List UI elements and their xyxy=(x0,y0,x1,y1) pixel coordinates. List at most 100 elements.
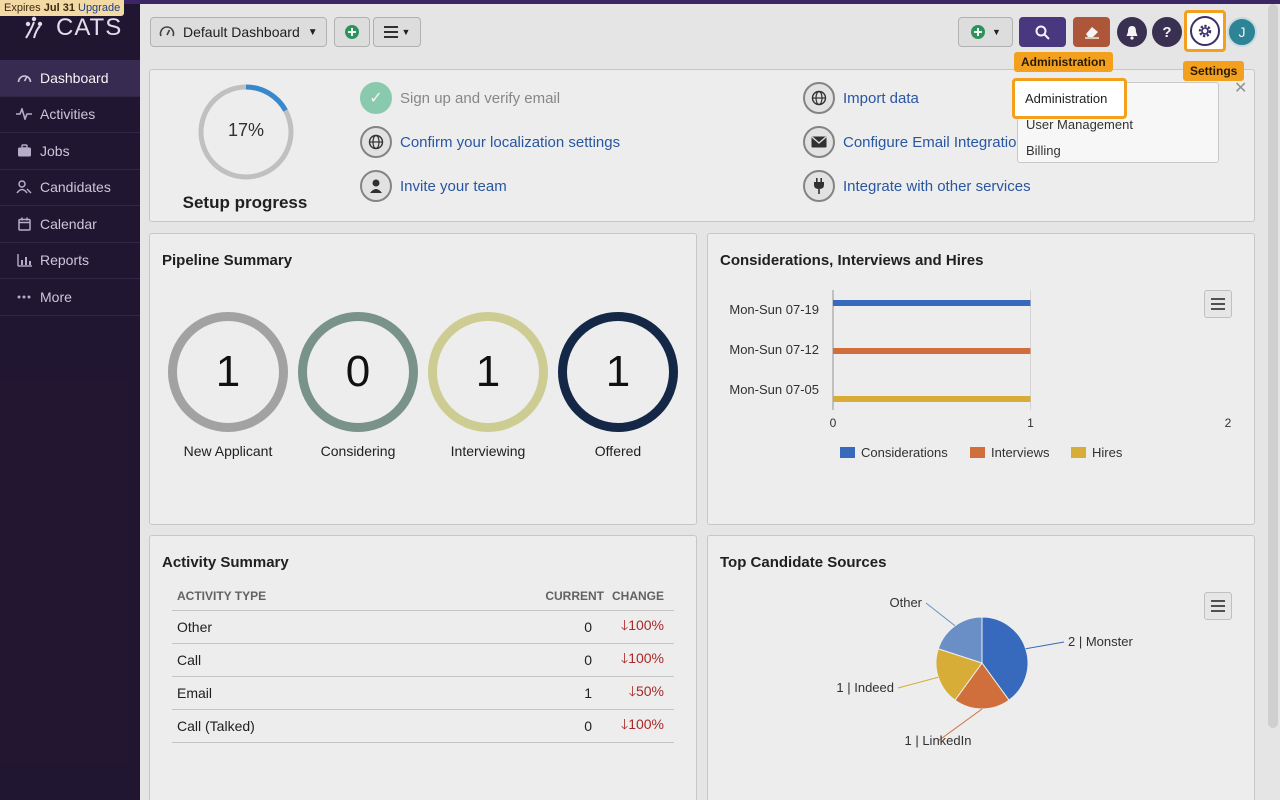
cats-logo[interactable]: CATS xyxy=(22,14,122,42)
pie-slice[interactable] xyxy=(937,616,983,664)
sidebar-item-label: Dashboard xyxy=(40,69,109,86)
pipeline-stage-circle[interactable]: 0 xyxy=(298,312,418,432)
task-localization[interactable]: Confirm your localization settings xyxy=(360,126,620,158)
task-invite-team[interactable]: Invite your team xyxy=(360,170,507,202)
pie-leader-line xyxy=(925,602,956,627)
page-scrollbar[interactable] xyxy=(1268,4,1278,728)
activity-current: 0 xyxy=(438,643,604,677)
add-dashboard-button[interactable] xyxy=(334,17,370,47)
table-row[interactable]: Call 0 🡓100% xyxy=(172,643,674,677)
legend-label[interactable]: Hires xyxy=(1092,445,1123,460)
category-label: Mon-Sun 07-12 xyxy=(729,342,819,357)
sidebar-item-calendar[interactable]: Calendar xyxy=(0,206,140,243)
task-verify-email[interactable]: ✓ Sign up and verify email xyxy=(360,82,560,114)
task-label: Sign up and verify email xyxy=(400,89,561,107)
activity-change: 🡓100% xyxy=(604,709,674,743)
menu-item-administration[interactable]: Administration xyxy=(1012,78,1127,119)
eraser-icon xyxy=(1084,27,1099,39)
sidebar-item-label: Candidates xyxy=(40,179,111,196)
pie-leader-line xyxy=(937,708,983,742)
notifications-button[interactable] xyxy=(1117,17,1147,47)
bar-interviews[interactable] xyxy=(833,348,1031,354)
reports-icon xyxy=(16,252,32,268)
plus-circle-icon xyxy=(971,25,986,39)
stage-count: 1 xyxy=(215,347,241,396)
change-value: 100% xyxy=(628,649,664,666)
x-tick-label: 2 xyxy=(1225,416,1232,430)
settings-highlight xyxy=(1184,10,1226,52)
upgrade-link[interactable]: Upgrade xyxy=(78,2,121,14)
search-button[interactable] xyxy=(1019,17,1066,47)
menu-item-user-management[interactable]: User Management xyxy=(1026,117,1133,132)
sidebar-item-dashboard[interactable]: Dashboard xyxy=(0,60,140,97)
table-row[interactable]: Email 1 🡓50% xyxy=(172,676,674,710)
task-label: Import data xyxy=(843,89,919,107)
task-email-integration[interactable]: Configure Email Integratio xyxy=(803,126,1016,158)
pie-leader-line xyxy=(897,676,939,689)
column-header: CHANGE xyxy=(604,582,674,611)
help-button[interactable]: ? xyxy=(1152,17,1182,47)
chart-menu-button[interactable] xyxy=(1204,290,1232,318)
x-tick-label: 0 xyxy=(830,416,837,430)
dashboard-menu-button[interactable]: ▼ xyxy=(373,17,421,47)
task-import-data[interactable]: Import data xyxy=(803,82,919,114)
legend-label[interactable]: Interviews xyxy=(991,445,1050,460)
pie-label: Other xyxy=(889,595,922,610)
eraser-button[interactable] xyxy=(1073,17,1110,47)
legend-label[interactable]: Considerations xyxy=(861,445,948,460)
activity-table: ACTIVITY TYPE CURRENT CHANGE Other 0 🡓10… xyxy=(172,582,674,743)
settings-callout: Settings xyxy=(1183,61,1245,81)
x-tick-label: 1 xyxy=(1027,416,1034,430)
sidebar-item-reports[interactable]: Reports xyxy=(0,243,140,279)
stage-label: Offered xyxy=(594,443,642,459)
task-label: Confirm your localization settings xyxy=(400,133,621,151)
table-header-row: ACTIVITY TYPE CURRENT CHANGE xyxy=(172,582,674,611)
sidebar-item-jobs[interactable]: Jobs xyxy=(0,133,140,170)
pipeline-stage-circle[interactable]: 1 xyxy=(558,312,678,432)
pipeline-summary-panel: Pipeline Summary 1 New Applicant 0 Consi… xyxy=(149,233,697,525)
close-icon[interactable]: ✕ xyxy=(1234,80,1248,97)
pie-slice[interactable] xyxy=(935,648,983,701)
user-icon xyxy=(360,170,392,202)
top-accent-bar xyxy=(0,0,1280,4)
pie-slice[interactable] xyxy=(981,616,1029,701)
settings-button[interactable] xyxy=(1190,16,1220,46)
dashboard-select[interactable]: Default Dashboard ▼ xyxy=(150,17,327,47)
question-icon: ? xyxy=(1162,23,1172,41)
activity-current: 0 xyxy=(438,610,604,644)
pie-slice[interactable] xyxy=(954,662,1010,710)
arrow-down-icon: 🡓 xyxy=(620,649,629,666)
sidebar-item-more[interactable]: More xyxy=(0,279,140,316)
chart-menu-button[interactable] xyxy=(1204,592,1232,620)
task-integrate-services[interactable]: Integrate with other services xyxy=(803,170,1031,202)
bar-considerations[interactable] xyxy=(833,300,1031,306)
quick-add-dropdown[interactable]: ▼ xyxy=(958,17,1013,47)
sidebar-item-activities[interactable]: Activities xyxy=(0,97,140,133)
bar-hires[interactable] xyxy=(833,396,1031,402)
candidates-icon xyxy=(16,179,32,195)
pipeline-stage-circle[interactable]: 1 xyxy=(168,312,288,432)
briefcase-icon xyxy=(16,143,32,159)
bars-icon xyxy=(1211,298,1225,310)
legend-swatch xyxy=(1071,447,1086,458)
activity-current: 1 xyxy=(438,676,604,710)
pie-label: 2 | Monster xyxy=(1068,634,1133,649)
setup-percent: 17% xyxy=(227,120,265,140)
task-label: Invite your team xyxy=(400,177,507,195)
sidebar: Expires Jul 31 Upgrade CATS Dashboard Ac… xyxy=(0,0,140,800)
sidebar-item-candidates[interactable]: Candidates xyxy=(0,170,140,206)
avatar-initial: J xyxy=(1238,24,1246,40)
user-avatar[interactable]: J xyxy=(1227,17,1257,47)
task-label: Integrate with other services xyxy=(843,177,1031,195)
pipeline-stage-circle[interactable]: 1 xyxy=(428,312,548,432)
table-row[interactable]: Other 0 🡓100% xyxy=(172,610,674,644)
category-label: Mon-Sun 07-19 xyxy=(729,302,819,317)
considerations-panel: Considerations, Interviews and Hires Mon… xyxy=(707,233,1255,525)
arrow-down-icon: 🡓 xyxy=(620,616,629,633)
activity-current: 0 xyxy=(438,709,604,743)
logo-text: CATS xyxy=(56,14,123,41)
menu-item-billing[interactable]: Billing xyxy=(1026,143,1061,158)
table-row[interactable]: Call (Talked) 0 🡓100% xyxy=(172,709,674,743)
plus-circle-icon xyxy=(345,25,359,39)
activity-change: 🡓100% xyxy=(604,610,674,644)
